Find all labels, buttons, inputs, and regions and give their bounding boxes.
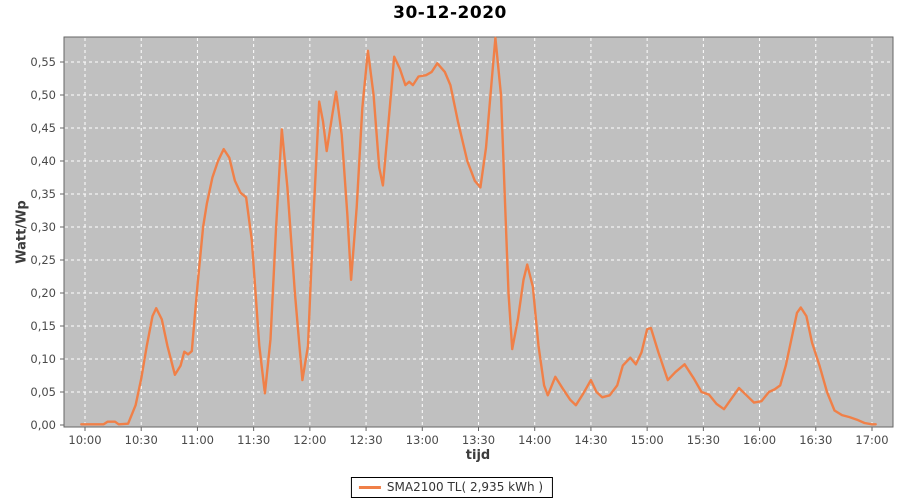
y-tick-label: 0,35 — [30, 187, 56, 201]
y-tick-label: 0,10 — [30, 352, 56, 366]
y-tick-label: 0,50 — [30, 88, 56, 102]
legend-line-swatch — [358, 485, 381, 489]
legend: SMA2100 TL( 2,935 kWh ) — [350, 477, 554, 498]
x-tick-label: 14:00 — [518, 433, 551, 447]
x-tick-label: 12:00 — [293, 433, 326, 447]
legend-label: SMA2100 TL( 2,935 kWh ) — [386, 480, 544, 494]
x-tick-label: 16:00 — [743, 433, 776, 447]
x-tick-label: 15:30 — [687, 433, 720, 447]
y-axis-title: Watt/Wp — [14, 200, 30, 264]
y-tick-label: 0,05 — [30, 385, 56, 399]
x-axis-title: tijd — [465, 448, 491, 463]
x-tick-label: 11:30 — [237, 433, 270, 447]
x-tick-label: 10:30 — [125, 433, 158, 447]
series-line — [80, 36, 877, 426]
chart-title: 30-12-2020 — [393, 3, 507, 23]
y-tick-label: 0,45 — [30, 121, 56, 135]
y-tick-label: 0,25 — [30, 253, 56, 267]
x-tick-label: 14:30 — [574, 433, 607, 447]
x-tick-label: 11:00 — [181, 433, 214, 447]
x-tick-label: 13:00 — [406, 433, 439, 447]
y-tick-label: 0,40 — [30, 154, 56, 168]
y-tick-label: 0,20 — [30, 286, 56, 300]
y-tick-label: 0,00 — [30, 418, 56, 432]
x-tick-label: 10:00 — [68, 433, 101, 447]
x-tick-label: 12:30 — [349, 433, 382, 447]
y-tick-label: 0,30 — [30, 220, 56, 234]
x-tick-label: 16:30 — [799, 433, 832, 447]
x-tick-label: 17:00 — [855, 433, 888, 447]
x-tick-label: 13:30 — [462, 433, 495, 447]
y-tick-label: 0,55 — [30, 55, 56, 69]
x-tick-label: 15:00 — [631, 433, 664, 447]
y-tick-label: 0,15 — [30, 319, 56, 333]
